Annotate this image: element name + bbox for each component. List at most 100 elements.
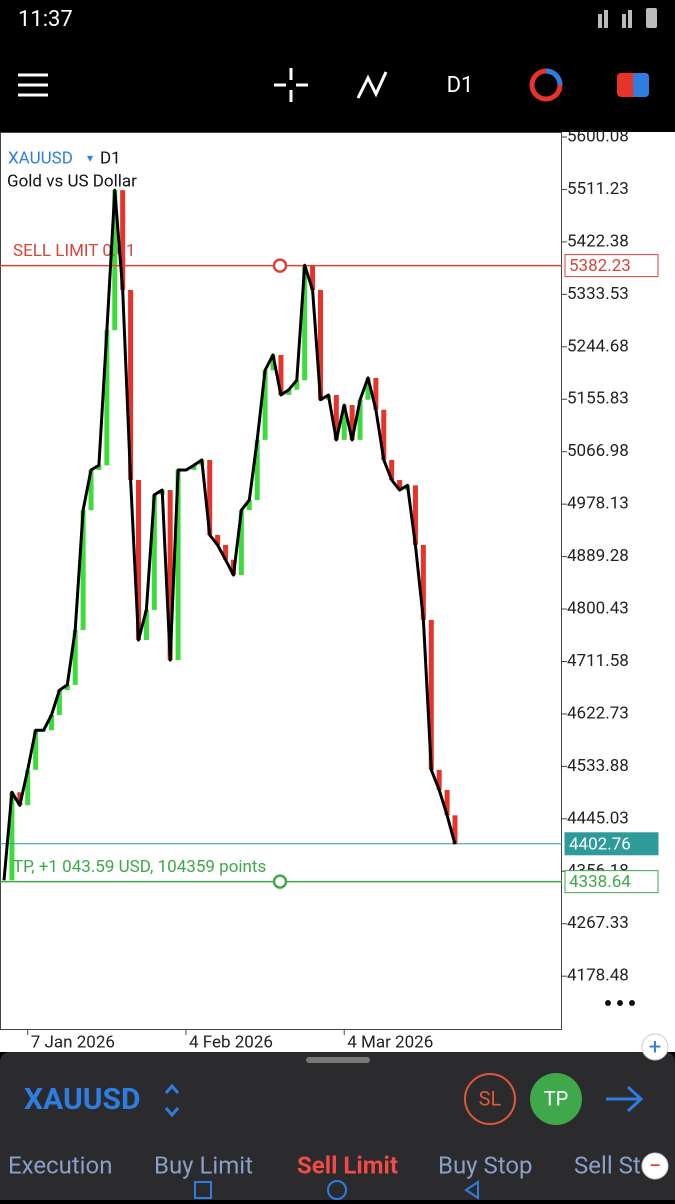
chart-subtitle: Gold vs US Dollar: [7, 171, 137, 191]
plot-frame: [0, 132, 562, 1030]
more-button[interactable]: [605, 1000, 635, 1006]
crosshair-button[interactable]: [274, 68, 308, 102]
take_profit-price-label: 4338.64: [569, 872, 631, 892]
chart: 5600.08 5511.23 5422.38 5333.53 5244.68 5155.…: [0, 127, 659, 1052]
candle: [96, 465, 102, 470]
zoom-out-icon: −: [649, 1154, 662, 1179]
objects-button-accent: [545, 68, 563, 86]
candle: [191, 465, 197, 470]
candle: [373, 377, 379, 410]
y-tick-label: 4445.03: [567, 808, 629, 828]
trade-button-accent: [633, 73, 649, 97]
candle: [48, 714, 54, 731]
candle: [302, 265, 308, 381]
symbol-dropdown[interactable]: ▾: [87, 151, 93, 165]
indicators-button[interactable]: [356, 71, 388, 99]
y-tick-label: 5511.23: [567, 179, 629, 199]
candle: [72, 629, 78, 685]
y-tick-label: 4533.88: [567, 756, 629, 776]
candle: [25, 769, 31, 806]
candle: [151, 494, 157, 610]
menu-button[interactable]: [18, 73, 48, 97]
candle: [167, 490, 173, 661]
candle: [349, 405, 355, 440]
top-bar: [0, 0, 675, 132]
x-tick-label: 7 Jan 2026: [31, 1032, 115, 1052]
candle: [56, 690, 62, 715]
status-time: 11:37: [18, 7, 73, 32]
order-symbol[interactable]: XAUUSD: [24, 1082, 140, 1117]
y-tick-label: 4800.43: [567, 599, 629, 619]
y-tick-label: 5422.38: [567, 231, 629, 251]
candle: [365, 377, 371, 400]
candle: [136, 480, 142, 640]
chart-timeframe: D1: [100, 148, 121, 168]
sl-button[interactable]: [464, 1073, 516, 1125]
sell_limit-price-box: [564, 254, 659, 278]
status-icons: [598, 8, 657, 28]
candle: [412, 485, 418, 545]
candle: [452, 815, 458, 845]
symbol-switch[interactable]: [164, 1083, 180, 1118]
sell_limit-price-label: 5382.23: [569, 256, 631, 276]
order-tab[interactable]: Buy Stop: [438, 1151, 533, 1179]
y-tick-label: 4978.13: [567, 494, 629, 514]
candle: [128, 289, 134, 481]
y-tick-label: 5155.83: [567, 389, 629, 409]
zoom-in-button[interactable]: [641, 1033, 669, 1061]
sell_limit-label: SELL LIMIT 0.01: [13, 241, 135, 261]
candle: [64, 684, 70, 691]
candle: [215, 534, 221, 545]
candle: [286, 389, 292, 396]
candle: [112, 190, 118, 331]
candle: [223, 544, 229, 560]
submit-arrow[interactable]: [606, 1085, 644, 1113]
candle: [207, 459, 213, 535]
zoom-out-button[interactable]: [641, 1152, 669, 1180]
sell_limit-handle[interactable]: [272, 258, 288, 273]
chart-symbol[interactable]: XAUUSD: [8, 148, 73, 168]
candle: [436, 769, 442, 790]
candle: [397, 480, 403, 491]
order-tab[interactable]: Sell Limit: [297, 1151, 398, 1179]
y-tick-label: 5066.98: [567, 441, 629, 461]
nav-bar: [194, 1180, 479, 1200]
tp-label: TP: [544, 1086, 569, 1110]
candle: [341, 405, 347, 440]
take_profit-handle[interactable]: [272, 874, 288, 889]
y-tick-label: 5244.68: [567, 336, 629, 356]
candle: [444, 789, 450, 816]
candle: [389, 459, 395, 481]
sl-label: SL: [479, 1086, 502, 1110]
order-tabs: Execution Buy Limit Sell Limit Buy Stop Sell…: [8, 1151, 668, 1179]
y-tick-label: 4622.73: [567, 703, 629, 723]
candle: [33, 730, 39, 770]
candle: [175, 469, 181, 661]
candle: [381, 409, 387, 460]
candle: [238, 510, 244, 576]
candle: [143, 609, 149, 640]
y-tick-label: 5600.08: [567, 127, 629, 147]
order-tab[interactable]: Execution: [8, 1151, 112, 1179]
y-tick-label: 4267.33: [567, 913, 629, 933]
candle: [420, 544, 426, 620]
candle: [357, 399, 363, 440]
x-tick-label: 4 Feb 2026: [189, 1032, 273, 1052]
take_profit-label: TP, +1 043.59 USD, 104359 points: [13, 857, 266, 877]
candle: [262, 370, 268, 440]
y-tick-label: 4711.58: [567, 651, 629, 671]
x-tick-label: 4 Mar 2026: [347, 1032, 433, 1052]
candle: [294, 380, 300, 390]
zoom-in-icon: +: [649, 1035, 661, 1060]
candle: [333, 395, 339, 440]
y-tick-label: 4889.28: [567, 546, 629, 566]
tp-button[interactable]: [530, 1073, 582, 1125]
panel-handle[interactable]: [306, 1057, 370, 1063]
candle: [104, 330, 110, 466]
y-tick-label: 5333.53: [567, 284, 629, 304]
candle: [428, 619, 434, 770]
timeframe-button[interactable]: D1: [447, 73, 474, 98]
price-line: [2, 188, 457, 881]
order-tab[interactable]: Buy Limit: [154, 1151, 253, 1179]
